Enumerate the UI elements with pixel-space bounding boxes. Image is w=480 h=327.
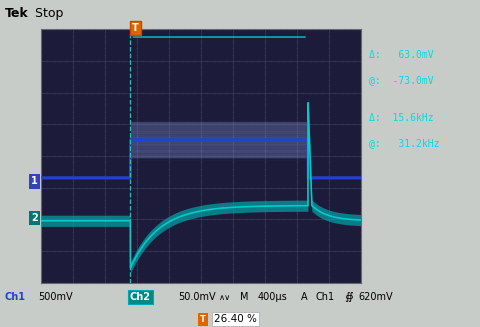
Text: ∯: ∯ — [343, 292, 352, 302]
Text: Δ:   63.0mV: Δ: 63.0mV — [368, 50, 432, 60]
Text: T: T — [132, 23, 138, 33]
Text: 2: 2 — [31, 213, 37, 223]
Text: ∧∨: ∧∨ — [218, 293, 230, 302]
Text: A: A — [300, 292, 307, 302]
Text: 620mV: 620mV — [358, 292, 392, 302]
Text: M: M — [240, 292, 249, 302]
Text: Tek: Tek — [5, 7, 28, 20]
Text: Δ:  15.6kHz: Δ: 15.6kHz — [368, 113, 432, 123]
Text: 400μs: 400μs — [257, 292, 287, 302]
Text: 500mV: 500mV — [38, 292, 73, 302]
Text: Ch1: Ch1 — [314, 292, 334, 302]
Text: 50.0mV: 50.0mV — [178, 292, 215, 302]
Text: T: T — [199, 315, 205, 324]
Text: Ch2: Ch2 — [130, 292, 151, 302]
Text: 26.40 %: 26.40 % — [214, 314, 256, 324]
Text: 1: 1 — [31, 177, 37, 186]
Text: Ch1: Ch1 — [5, 292, 26, 302]
Text: @:  -73.0mV: @: -73.0mV — [368, 75, 432, 85]
Text: ◄: ◄ — [0, 326, 1, 327]
Text: Stop: Stop — [31, 7, 63, 20]
Text: @:   31.2kHz: @: 31.2kHz — [368, 138, 439, 148]
